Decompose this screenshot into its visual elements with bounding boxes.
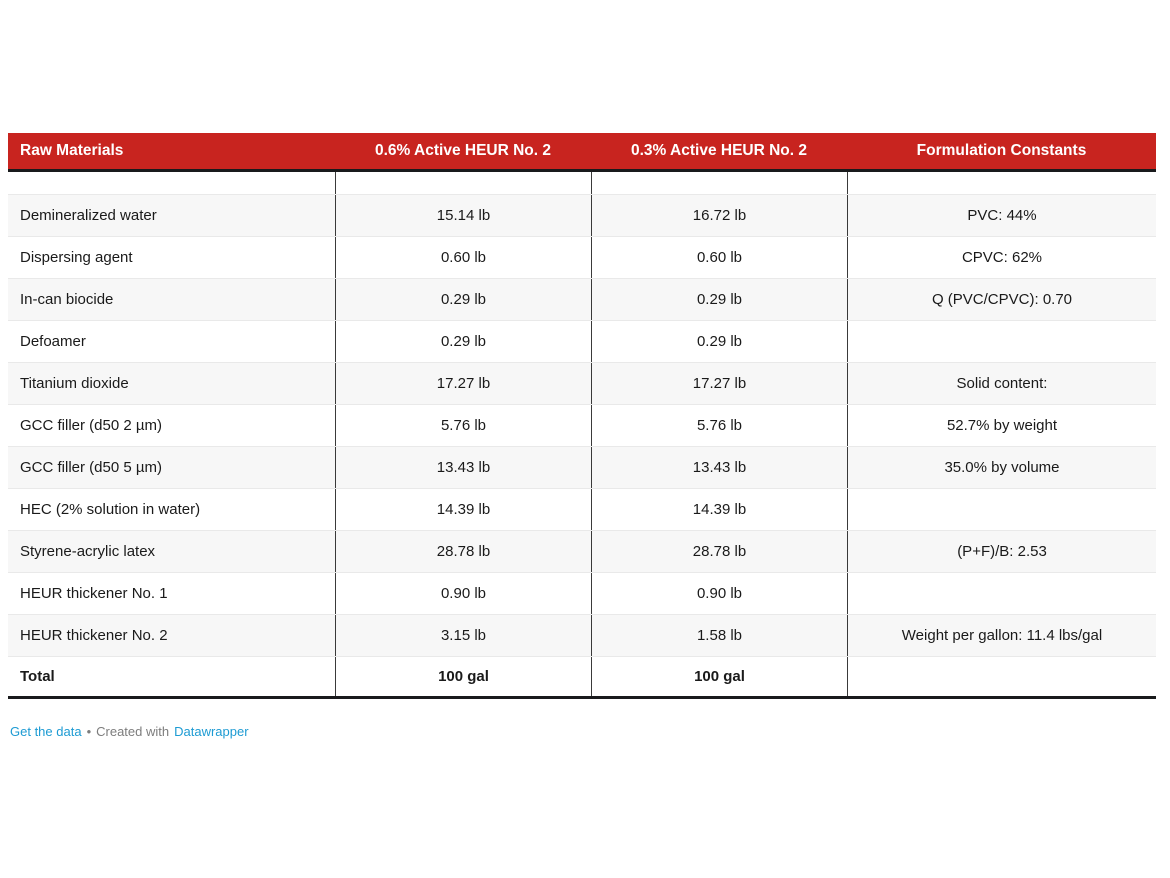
- spacer-cell: [335, 172, 591, 194]
- table-row: Defoamer 0.29 lb 0.29 lb: [8, 321, 1156, 363]
- value-cell-03: 28.78 lb: [591, 531, 847, 572]
- constant-cell: Weight per gallon: 11.4 lbs/gal: [847, 615, 1156, 656]
- constant-cell: [847, 321, 1156, 362]
- constant-cell: [847, 489, 1156, 530]
- value-cell-06: 0.29 lb: [335, 321, 591, 362]
- constant-cell: [847, 657, 1156, 696]
- total-row: Total 100 gal 100 gal: [8, 657, 1156, 699]
- value-cell-06: 3.15 lb: [335, 615, 591, 656]
- material-cell: In-can biocide: [20, 290, 114, 308]
- value-cell-03: 1.58 lb: [591, 615, 847, 656]
- table-row: Styrene-acrylic latex 28.78 lb 28.78 lb …: [8, 531, 1156, 573]
- constant-cell: PVC: 44%: [847, 195, 1156, 236]
- constant-cell: Q (PVC/CPVC): 0.70: [847, 279, 1156, 320]
- value-cell-06: 0.60 lb: [335, 237, 591, 278]
- material-cell: GCC filler (d50 2 µm): [20, 416, 163, 434]
- constant-cell: (P+F)/B: 2.53: [847, 531, 1156, 572]
- get-the-data-link[interactable]: Get the data: [10, 724, 82, 739]
- table-row: HEC (2% solution in water) 14.39 lb 14.3…: [8, 489, 1156, 531]
- value-cell-06: 17.27 lb: [335, 363, 591, 404]
- material-cell: HEUR thickener No. 2: [20, 626, 168, 644]
- value-cell-06: 0.29 lb: [335, 279, 591, 320]
- table-row: GCC filler (d50 2 µm) 5.76 lb 5.76 lb 52…: [8, 405, 1156, 447]
- value-cell-03: 17.27 lb: [591, 363, 847, 404]
- column-header-heur-06: 0.6% Active HEUR No. 2: [374, 142, 551, 159]
- material-cell: Demineralized water: [20, 206, 157, 224]
- value-cell-03: 0.29 lb: [591, 279, 847, 320]
- value-cell-06: 15.14 lb: [335, 195, 591, 236]
- constant-cell: 35.0% by volume: [847, 447, 1156, 488]
- value-cell-06: 13.43 lb: [335, 447, 591, 488]
- spacer-row: [8, 172, 1156, 195]
- value-cell-06: 100 gal: [335, 657, 591, 696]
- material-cell: GCC filler (d50 5 µm): [20, 458, 163, 476]
- constant-cell: 52.7% by weight: [847, 405, 1156, 446]
- value-cell-06: 5.76 lb: [335, 405, 591, 446]
- footer-created-with-text: Created with: [96, 724, 170, 739]
- value-cell-03: 14.39 lb: [591, 489, 847, 530]
- table-row: In-can biocide 0.29 lb 0.29 lb Q (PVC/CP…: [8, 279, 1156, 321]
- datawrapper-link[interactable]: Datawrapper: [174, 724, 249, 739]
- material-cell: HEC (2% solution in water): [20, 500, 201, 518]
- table-row: HEUR thickener No. 2 3.15 lb 1.58 lb Wei…: [8, 615, 1156, 657]
- table-row: Titanium dioxide 17.27 lb 17.27 lb Solid…: [8, 363, 1156, 405]
- column-header-raw-materials: Raw Materials: [20, 142, 124, 159]
- value-cell-03: 100 gal: [591, 657, 847, 696]
- table-row: Demineralized water 15.14 lb 16.72 lb PV…: [8, 195, 1156, 237]
- constant-cell: CPVC: 62%: [847, 237, 1156, 278]
- material-cell: Dispersing agent: [20, 248, 133, 266]
- column-header-heur-03: 0.3% Active HEUR No. 2: [630, 142, 807, 159]
- spacer-cell: [847, 172, 1156, 194]
- spacer-cell: [591, 172, 847, 194]
- material-cell: HEUR thickener No. 1: [20, 584, 168, 602]
- value-cell-03: 13.43 lb: [591, 447, 847, 488]
- value-cell-06: 14.39 lb: [335, 489, 591, 530]
- constant-cell: Solid content:: [847, 363, 1156, 404]
- constant-cell: [847, 573, 1156, 614]
- spacer-cell: [8, 172, 335, 194]
- value-cell-03: 0.60 lb: [591, 237, 847, 278]
- footer-separator: •: [86, 724, 92, 739]
- footer: Get the data • Created with Datawrapper: [10, 724, 249, 739]
- table-row: Dispersing agent 0.60 lb 0.60 lb CPVC: 6…: [8, 237, 1156, 279]
- value-cell-06: 28.78 lb: [335, 531, 591, 572]
- material-cell: Titanium dioxide: [20, 374, 129, 392]
- material-cell: Styrene-acrylic latex: [20, 542, 156, 560]
- material-cell: Defoamer: [20, 332, 86, 350]
- table-header-row: Raw Materials 0.6% Active HEUR No. 2 0.3…: [8, 133, 1156, 172]
- material-cell: Total: [20, 667, 55, 685]
- value-cell-03: 16.72 lb: [591, 195, 847, 236]
- table-row: HEUR thickener No. 1 0.90 lb 0.90 lb: [8, 573, 1156, 615]
- column-header-formulation-constants: Formulation Constants: [916, 142, 1087, 159]
- value-cell-06: 0.90 lb: [335, 573, 591, 614]
- value-cell-03: 0.29 lb: [591, 321, 847, 362]
- value-cell-03: 0.90 lb: [591, 573, 847, 614]
- table-row: GCC filler (d50 5 µm) 13.43 lb 13.43 lb …: [8, 447, 1156, 489]
- formulation-table: Raw Materials 0.6% Active HEUR No. 2 0.3…: [8, 133, 1156, 699]
- value-cell-03: 5.76 lb: [591, 405, 847, 446]
